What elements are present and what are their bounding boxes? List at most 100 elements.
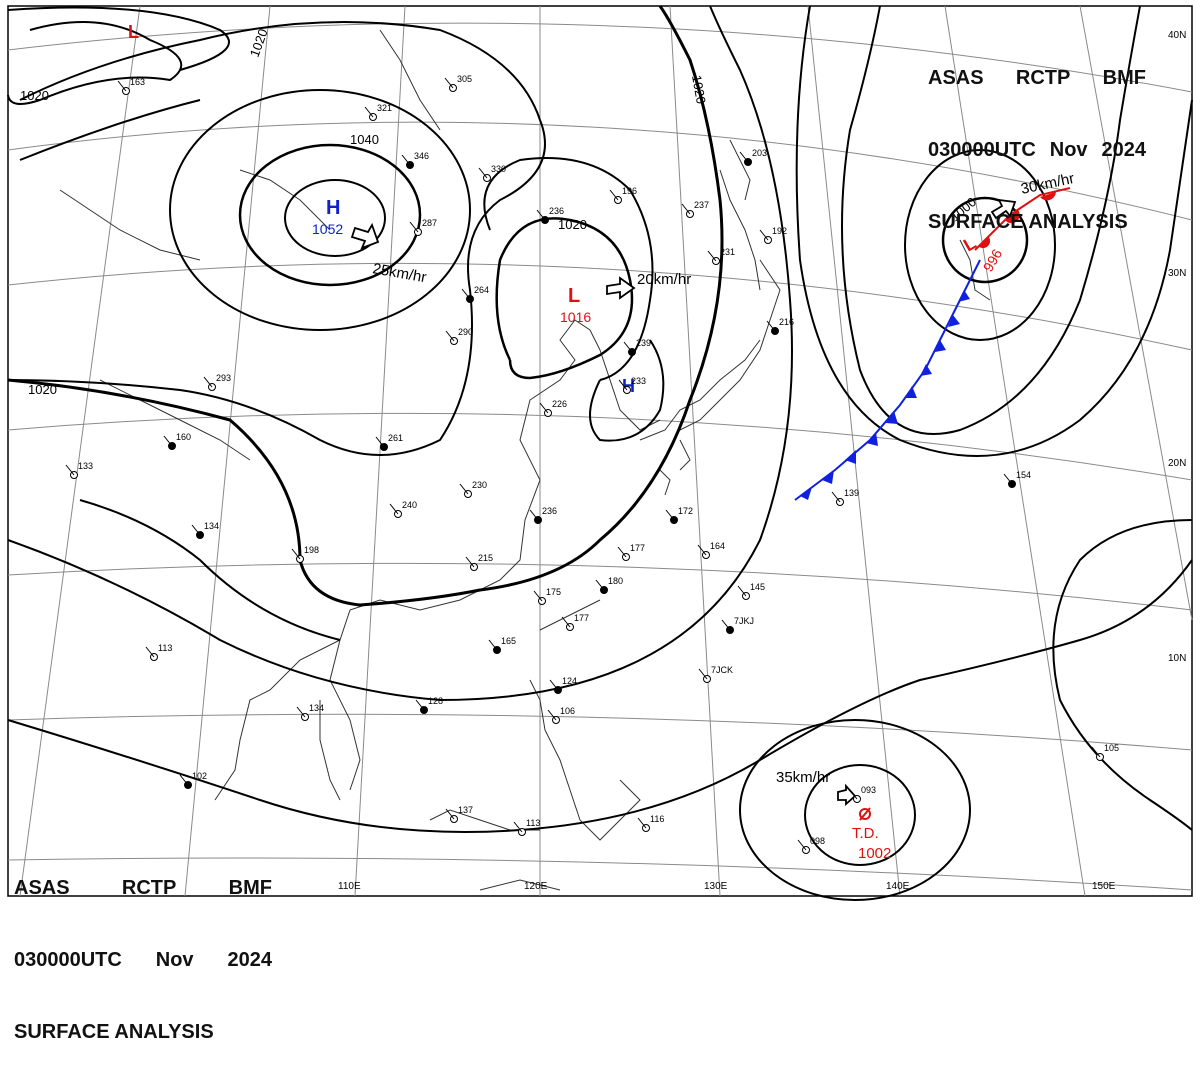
wind-barb [364,106,374,118]
station-pressure-label: 163 [130,77,145,87]
header-top-right: ASAS RCTP BMF 030000UTC Nov 2024 SURFACE… [928,18,1146,258]
wind-barb [707,250,717,262]
wind-barb [561,616,571,628]
high-mongolia-symbol: H [326,197,340,219]
wind-barb [444,77,454,89]
wind-barb [697,544,707,556]
lon-lat-labels: 110E 120E 130E 140E 150E 40N 30N 20N 10N [338,30,1186,892]
wind-barb [721,619,731,631]
svg-text:1020: 1020 [689,74,709,105]
isobar-label-5: 1020 [28,382,57,397]
wind-barb [848,788,858,800]
wind-barb [401,154,411,166]
isobars [7,5,1193,901]
wind-barb [533,590,543,602]
station-pressure-label: 133 [78,461,93,471]
warm-front [974,187,1071,251]
station-pressure-label: 160 [176,432,191,442]
station-pressure-label: 233 [631,376,646,386]
wind-barb [1003,473,1013,485]
wind-barb [539,402,549,414]
wind-barb [445,808,455,820]
wind-barb [179,774,189,786]
lon-label-140: 140E [886,881,910,892]
wind-barb [618,379,628,391]
station-pressure-label: 226 [552,399,567,409]
station-pressure-label: 145 [750,582,765,592]
wind-barb [409,221,419,233]
wind-barb [145,646,155,658]
station-pressure-label: 287 [422,218,437,228]
header-agency-part: ASAS [14,877,70,899]
wind-barb [445,330,455,342]
station-pressure-label: 305 [457,74,472,84]
station-pressure-label: 7JCK [711,665,733,675]
station-pressure-label: 239 [636,338,651,348]
station-pressure-label: 175 [546,587,561,597]
wind-barb [296,706,306,718]
header-agency-part: BMF [228,877,272,899]
wind-barb [698,668,708,680]
header-datetime-part: 2024 [227,949,272,971]
td-value: 1002 [858,845,891,862]
wind-barb [513,821,523,833]
lon-label-120: 120E [524,881,548,892]
wind-barb [549,679,559,691]
station-pressure-label: 7JKJ [734,616,754,626]
station-pressure-label: 236 [549,206,564,216]
station-pressure-label: 261 [388,433,403,443]
td-label: T.D. [852,825,879,842]
isobar-label-3: 1040 [350,132,379,147]
header-agency-part: RCTP [121,877,177,899]
wind-barb [459,483,469,495]
header-datetime-part: 030000UTC [928,139,1036,161]
station-pressure-label: 106 [560,706,575,716]
motion-arrows [350,198,1017,807]
lon-label-130: 130E [704,881,728,892]
wind-barb [65,464,75,476]
station-pressure-label: 134 [204,521,219,531]
wind-barb [536,209,546,221]
wind-barb [681,203,691,215]
station-pressure-label: 124 [562,676,577,686]
station-pressure-label: 154 [1016,470,1031,480]
station-pressure-label: 330 [491,164,506,174]
lat-label-20: 20N [1168,458,1186,469]
wind-barb [291,548,301,560]
station-pressure-label: 113 [526,818,540,828]
station-pressure-label: 240 [402,500,417,510]
station-pressure-label: 116 [650,814,664,824]
station-pressure-label: 172 [678,506,693,516]
wind-barb [488,639,498,651]
wind-barb [797,839,807,851]
station-pressure-label: 137 [458,805,473,815]
wind-barb [375,436,385,448]
wind-barb [461,288,471,300]
isobar-label-2: 1020 [20,88,49,103]
wind-barb [637,817,647,829]
wind-barb [478,167,488,179]
station-pressure-label: 105 [1104,743,1119,753]
isobar-label-4: 1020 [558,217,587,232]
station-pressure-label: 293 [216,373,231,383]
station-pressure-label: 098 [810,836,825,846]
header-product: SURFACE ANALYSIS [928,211,1128,233]
cold-front [794,259,981,501]
header-datetime-part: 030000UTC [14,949,122,971]
map-frame [7,5,1193,897]
wind-barb [529,509,539,521]
wind-barb [389,503,399,515]
station-pressure-label: 198 [304,545,319,555]
low-north-china-symbol: L [568,285,580,307]
station-pressure-label: 236 [542,506,557,516]
station-pressure-label: 164 [710,541,725,551]
wind-barb [609,189,619,201]
station-pressure-label: 346 [414,151,429,161]
station-pressure-label: 264 [474,285,489,295]
td-motion: 35km/hr [776,769,830,786]
header-agency-part: ASAS [928,67,984,89]
station-pressure-label: 321 [377,103,392,113]
wind-barb [595,579,605,591]
station-pressure-label: 216 [779,317,794,327]
wind-barb [623,341,633,353]
